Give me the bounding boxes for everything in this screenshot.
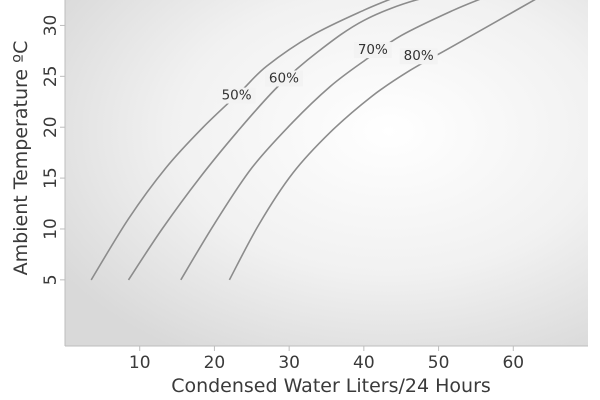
x-tick-label: 40	[353, 353, 375, 373]
axes	[64, 0, 588, 347]
y-tick-label: 15	[41, 167, 61, 189]
y-tick-label: 20	[41, 116, 61, 138]
x-ticks: 10 20 30 40 50 60	[129, 346, 524, 373]
y-ticks: 5 10 15 20 25 30	[41, 15, 65, 285]
y-axis-title: Ambient Temperature ºC	[10, 41, 32, 276]
series-label: 50%	[222, 88, 252, 104]
series-label: 80%	[404, 48, 434, 64]
x-tick-label: 30	[278, 353, 300, 373]
plot-area	[65, 0, 588, 346]
x-axis-title: Condensed Water Liters/24 Hours	[171, 375, 491, 397]
series-label-background	[217, 87, 256, 104]
series-label-background	[264, 70, 303, 87]
x-tick-label: 20	[204, 353, 226, 373]
y-tick-label: 25	[41, 66, 61, 88]
series-label: 70%	[358, 42, 388, 58]
series-line-80-percent	[228, 0, 536, 281]
series-label-background	[353, 42, 392, 59]
y-tick-label: 10	[41, 218, 61, 240]
x-tick-label: 50	[428, 353, 450, 373]
y-tick-label: 30	[41, 15, 61, 37]
x-tick-label: 60	[502, 353, 524, 373]
series-line-70-percent	[180, 0, 481, 281]
curve-labels: 50% 60% 70% 80%	[217, 42, 438, 104]
y-tick-label: 5	[41, 274, 61, 285]
series-label: 60%	[269, 71, 299, 87]
series-label-background	[399, 48, 438, 65]
x-tick-label: 10	[129, 353, 151, 373]
